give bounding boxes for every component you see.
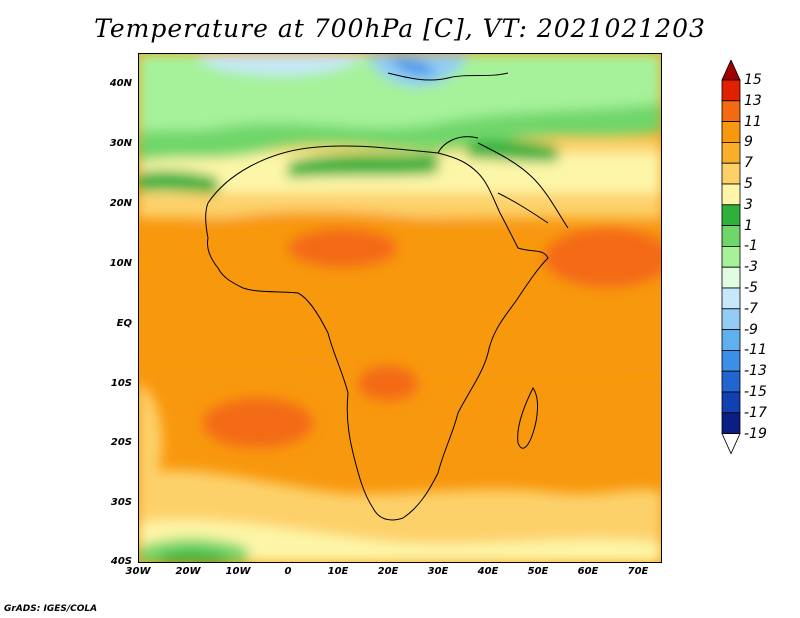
colorbar-bottom-arrow [721,433,741,455]
lon-label-50e: 50E [527,566,549,577]
map-panel [138,53,662,563]
lat-label-40n: 40N [109,78,132,89]
colorbar-box [721,79,741,102]
colorbar-label: 3 [744,196,753,213]
colorbar [721,60,741,455]
colorbar-box [721,391,741,414]
coastlines [205,72,569,521]
lat-label-40s: 40S [110,556,132,567]
lat-label-20n: 20N [109,198,132,209]
lon-label-70e: 70E [627,566,649,577]
lon-label-10e: 10E [327,566,349,577]
colorbar-label: 7 [744,155,753,172]
lon-label-30e: 30E [427,566,449,577]
colorbar-label: -17 [744,404,767,421]
lon-label-10w: 10W [225,566,251,577]
colorbar-label: 13 [744,92,762,109]
colorbar-box [721,329,741,351]
colorbar-label: 1 [744,217,753,234]
lon-label-30w: 30W [125,566,151,577]
lon-label-20e: 20E [377,566,399,577]
colorbar-box [721,142,741,164]
temperature-field [138,53,662,563]
colorbar-label: 9 [744,134,753,151]
colorbar-label: -3 [744,259,758,276]
map-title: Temperature at 700hPa [C], VT: 202102120… [94,14,706,43]
lat-label-30s: 30S [110,497,132,508]
colorbar-label: 5 [744,176,753,192]
colorbar-label: -13 [744,363,767,380]
lon-label-40e: 40E [477,566,499,577]
lat-label-30n: 30N [109,138,132,149]
colorbar-box [721,349,741,372]
colorbar-box [721,183,741,206]
colorbar-label: -7 [744,300,758,317]
lon-label-0: 0 [284,566,292,577]
colorbar-label: 11 [744,113,762,130]
colorbar-label: -19 [744,425,767,442]
colorbar-box [721,287,741,310]
colorbar-box [721,121,741,143]
colorbar-box [721,370,741,393]
lat-label-eq: EQ [116,318,132,329]
colorbar-box [721,245,741,268]
colorbar-box [721,308,741,331]
colorbar-box [721,204,741,227]
lon-label-20w: 20W [175,566,201,577]
lat-label-20s: 20S [110,437,132,448]
colorbar-label: -15 [744,384,767,400]
grads-credit: GrADS: IGES/COLA [4,604,98,614]
colorbar-label: -11 [744,342,767,359]
colorbar-label: -9 [744,321,758,338]
lat-label-10s: 10S [110,378,132,389]
colorbar-box [721,266,741,289]
colorbar-box [721,162,741,185]
colorbar-label: 15 [744,72,762,88]
colorbar-label: -1 [744,238,758,255]
lon-label-60e: 60E [577,566,599,577]
lat-label-10n: 10N [109,258,132,269]
colorbar-box [721,412,741,434]
colorbar-label: -5 [744,280,758,296]
colorbar-top-arrow [721,60,741,81]
colorbar-box [721,100,741,122]
colorbar-box [721,225,741,247]
